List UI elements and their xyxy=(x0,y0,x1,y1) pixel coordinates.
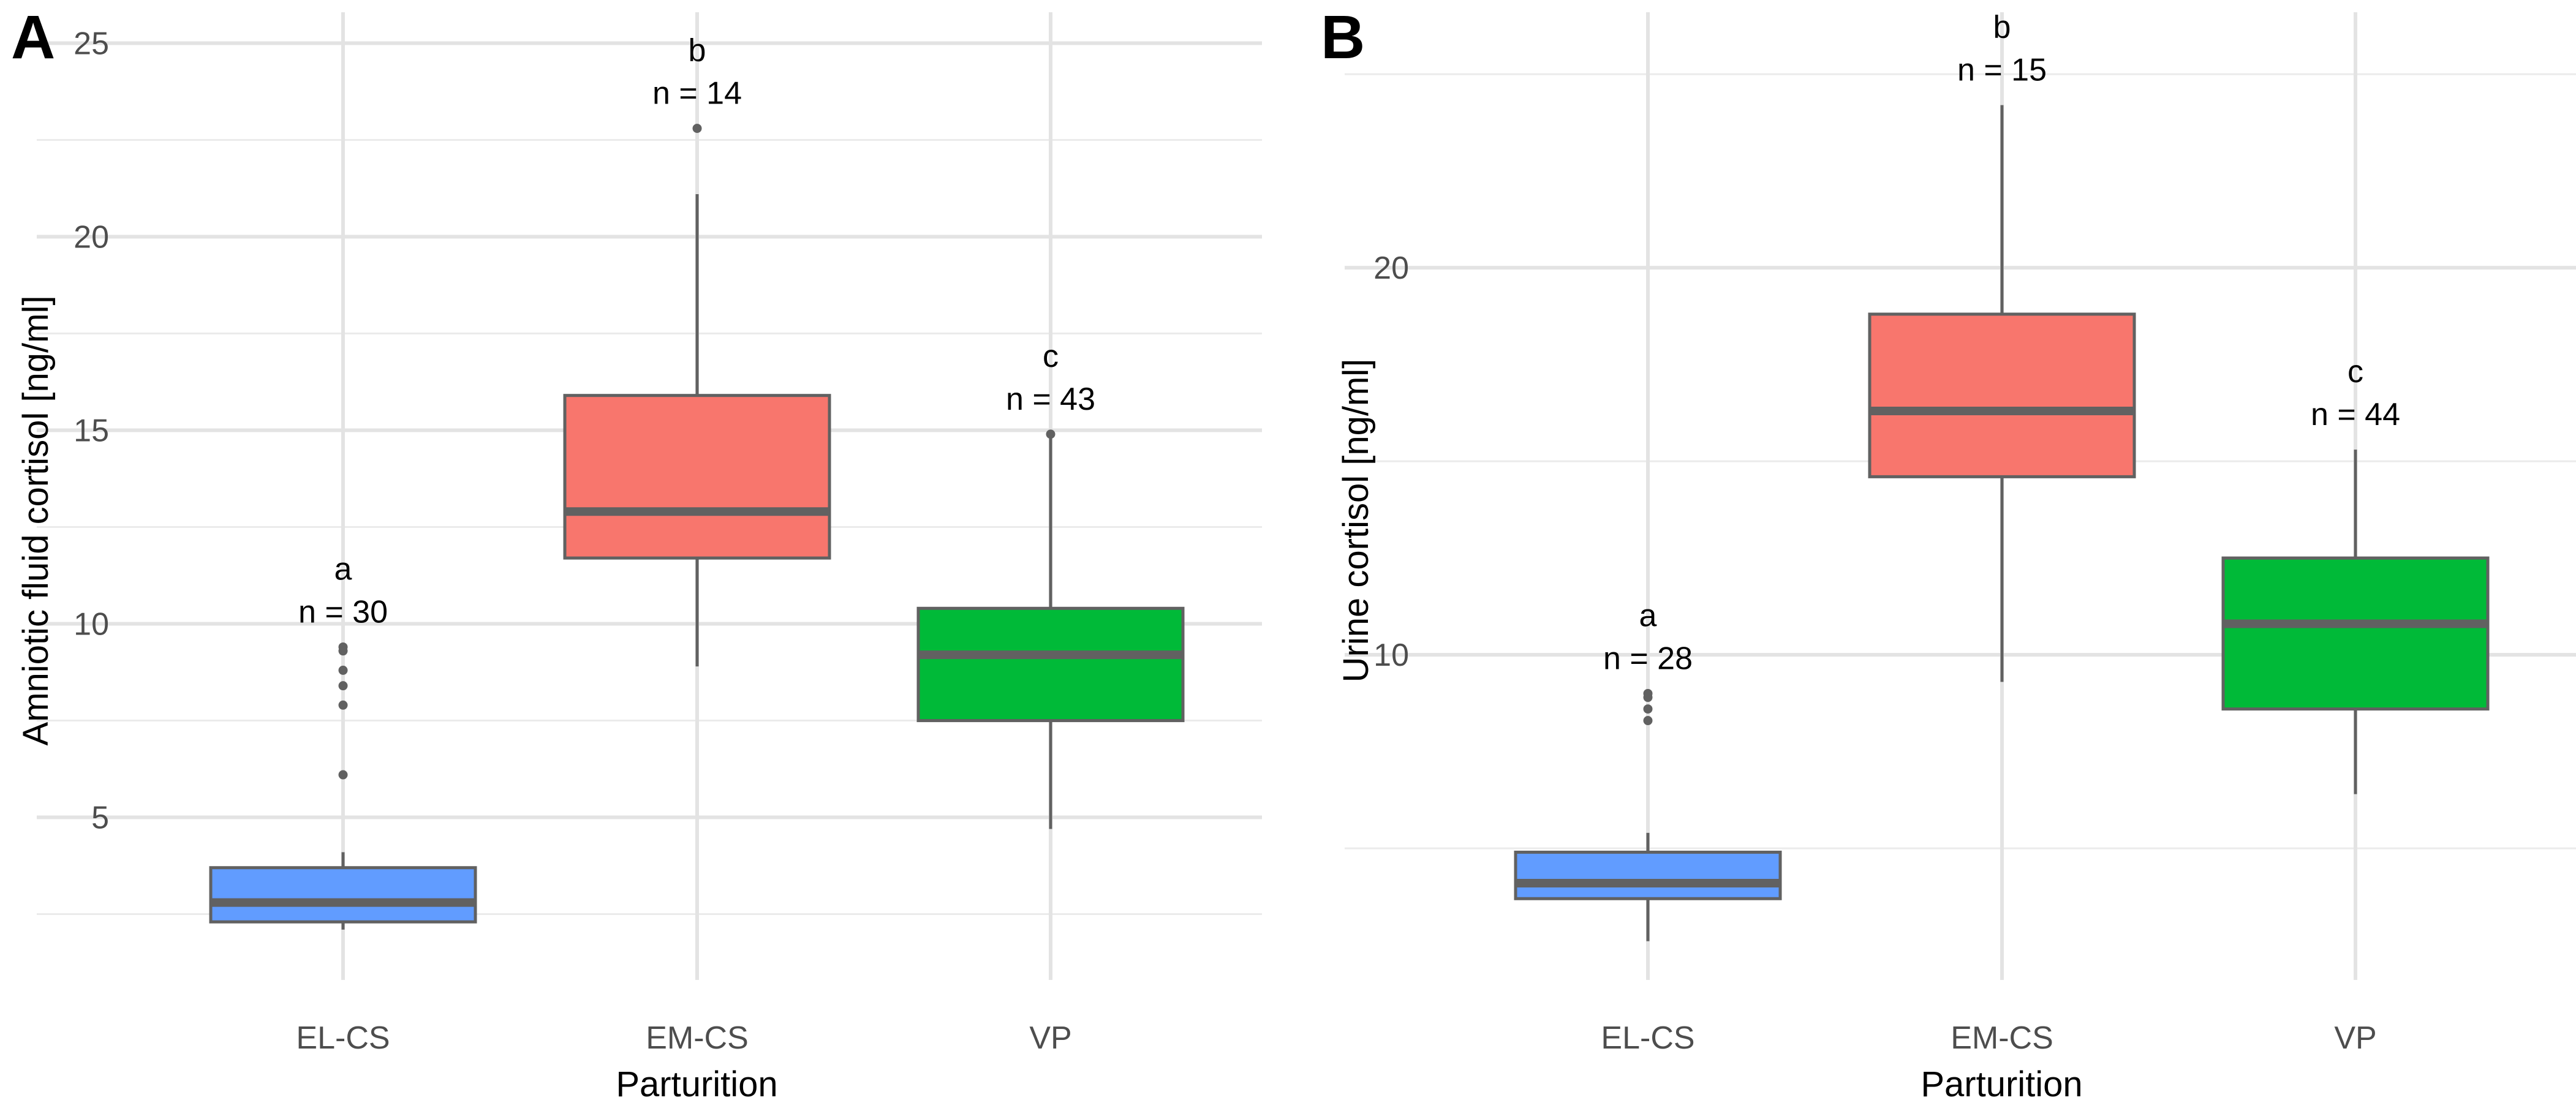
box-vp: n = 43 c xyxy=(916,339,1185,829)
outlier-point xyxy=(338,770,348,780)
y-tick-label: 10 xyxy=(1373,638,1409,673)
box-em-cs: n = 15 b xyxy=(1868,10,2136,682)
y-tick-label: 15 xyxy=(74,413,109,449)
sample-size-label: n = 14 xyxy=(652,76,742,111)
x-axis-title: Parturition xyxy=(616,1064,777,1104)
chart-panel-b: 10 20 n = 28 a EL-CS n = 15 b EM-CS n = 44 c VP Par… xyxy=(1321,3,2576,1104)
panel-label: A xyxy=(11,3,55,72)
y-tick-label: 10 xyxy=(74,607,109,642)
sample-size-label: n = 28 xyxy=(1603,641,1693,676)
x-tick-label: EM-CS xyxy=(1951,1020,2053,1056)
x-tick-label: EL-CS xyxy=(1601,1020,1694,1056)
outlier-point xyxy=(1643,716,1653,726)
outlier-point xyxy=(1046,429,1056,439)
y-axis-title: Amniotic fluid cortisol [ng/ml] xyxy=(16,296,56,746)
outlier-point xyxy=(692,124,702,134)
significance-letter: c xyxy=(2347,354,2363,390)
y-tick-label: 5 xyxy=(91,800,109,836)
outlier-point xyxy=(338,642,348,652)
box-body xyxy=(1514,850,1782,900)
significance-letter: c xyxy=(1043,339,1059,374)
outlier-point xyxy=(338,681,348,691)
x-axis-title: Parturition xyxy=(1921,1064,2082,1104)
significance-letter: a xyxy=(1639,598,1657,633)
y-axis-title: Urine cortisol [ng/ml] xyxy=(1336,359,1376,683)
sample-size-label: n = 43 xyxy=(1006,382,1095,417)
box-body xyxy=(209,866,477,924)
y-tick-label: 25 xyxy=(74,26,109,62)
chart-panel-a: 5 10 15 20 25 n = 30 a EL-CS n = 14 b EM-CS n = 43 c… xyxy=(11,3,1262,1104)
outlier-point xyxy=(1643,704,1653,714)
sample-size-label: n = 15 xyxy=(1957,53,2047,88)
x-tick-label: EL-CS xyxy=(296,1020,390,1056)
box-body xyxy=(563,394,831,560)
box-el-cs: n = 28 a xyxy=(1514,598,1782,941)
significance-letter: a xyxy=(334,551,352,587)
x-tick-label: VP xyxy=(2334,1020,2376,1056)
sample-size-label: n = 30 xyxy=(298,594,388,630)
outlier-point xyxy=(338,665,348,675)
significance-letter: b xyxy=(1993,10,2011,45)
y-tick-label: 20 xyxy=(1373,250,1409,286)
box-vp: n = 44 c xyxy=(2221,354,2490,794)
significance-letter: b xyxy=(689,33,706,69)
box-body xyxy=(1868,312,2136,478)
box-el-cs: n = 30 a xyxy=(209,551,477,930)
sample-size-label: n = 44 xyxy=(2311,397,2400,432)
outlier-point xyxy=(338,700,348,710)
y-tick-label: 20 xyxy=(74,220,109,255)
box-body xyxy=(2221,556,2490,711)
box-em-cs: n = 14 b xyxy=(563,33,831,667)
x-tick-label: EM-CS xyxy=(646,1020,749,1056)
box-body xyxy=(916,606,1185,723)
x-tick-label: VP xyxy=(1029,1020,1071,1056)
panel-label: B xyxy=(1321,3,1365,72)
outlier-point xyxy=(1643,688,1653,698)
